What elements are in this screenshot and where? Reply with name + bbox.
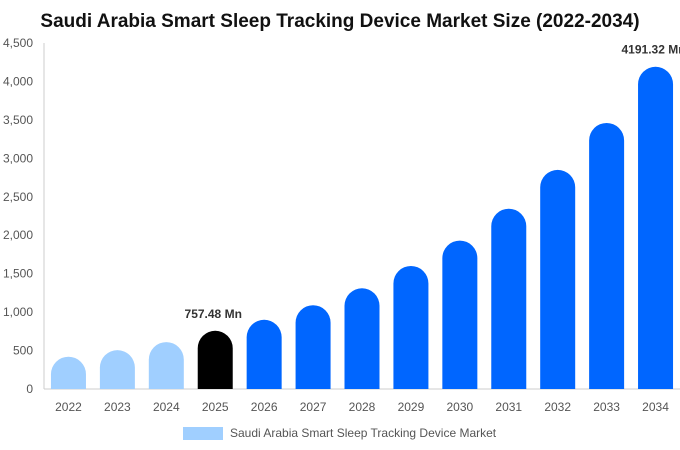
legend-swatch <box>183 427 223 440</box>
x-tick-label: 2032 <box>544 400 571 414</box>
data-labels: 757.48 Mn 4191.32 Mn <box>185 43 680 321</box>
bar-2028[interactable] <box>344 288 380 389</box>
bar-2033[interactable] <box>589 122 625 389</box>
y-tick-label: 2,000 <box>3 228 33 242</box>
x-tick-label: 2033 <box>593 400 620 414</box>
legend-label: Saudi Arabia Smart Sleep Tracking Device… <box>230 426 497 440</box>
y-tick-label: 1,000 <box>3 305 33 319</box>
chart-title: Saudi Arabia Smart Sleep Tracking Device… <box>40 11 639 32</box>
x-tick-label: 2034 <box>642 400 669 414</box>
bar-2032[interactable] <box>540 169 576 389</box>
data-label: 757.48 Mn <box>185 307 242 321</box>
y-tick-label: 4,500 <box>3 36 33 50</box>
data-label: 4191.32 Mn <box>622 43 680 57</box>
bar-2027[interactable] <box>295 305 331 389</box>
x-tick-label: 2022 <box>55 400 82 414</box>
bar-2023[interactable] <box>99 350 135 389</box>
x-tick-label: 2027 <box>300 400 327 414</box>
bar-2029[interactable] <box>393 265 429 389</box>
x-tick-label: 2031 <box>495 400 522 414</box>
bar-2031[interactable] <box>491 208 527 389</box>
x-tick-label: 2023 <box>104 400 131 414</box>
y-tick-label: 500 <box>13 344 33 358</box>
y-tick-label: 0 <box>26 382 33 396</box>
bar-2025[interactable] <box>197 330 233 389</box>
y-tick-label: 3,500 <box>3 113 33 127</box>
x-tick-label: 2028 <box>349 400 376 414</box>
y-tick-label: 1,500 <box>3 267 33 281</box>
y-tick-label: 2,500 <box>3 190 33 204</box>
x-axis: 2022 2023 2024 2025 2026 2027 2028 2029 2030 2031… <box>44 388 680 414</box>
y-axis: 0 500 1,000 1,500 2,000 2,500 3,000 3,500 4,000 4… <box>3 36 45 396</box>
bars <box>50 66 674 389</box>
x-tick-label: 2029 <box>398 400 425 414</box>
x-tick-label: 2024 <box>153 400 180 414</box>
x-tick-label: 2025 <box>202 400 229 414</box>
bar-2024[interactable] <box>148 342 184 389</box>
bar-2030[interactable] <box>442 240 478 389</box>
bar-2034[interactable] <box>638 66 674 389</box>
x-tick-label: 2030 <box>446 400 473 414</box>
y-tick-label: 3,000 <box>3 151 33 165</box>
bar-2022[interactable] <box>50 356 86 389</box>
y-tick-label: 4,000 <box>3 74 33 88</box>
x-tick-label: 2026 <box>251 400 278 414</box>
legend[interactable]: Saudi Arabia Smart Sleep Tracking Device… <box>183 426 497 440</box>
bar-2026[interactable] <box>246 319 282 389</box>
